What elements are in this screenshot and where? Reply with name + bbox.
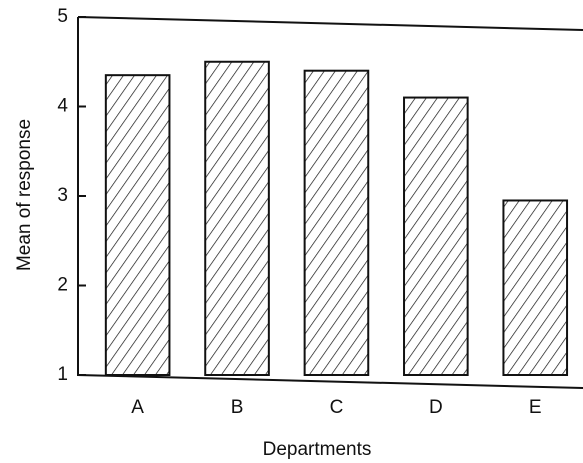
bar — [303, 69, 370, 376]
x-tick-label: E — [529, 397, 542, 418]
y-tick-label: 2 — [57, 275, 68, 296]
y-tick-label: 4 — [57, 96, 68, 117]
x-tick-label: C — [330, 397, 344, 418]
bar — [502, 199, 569, 376]
y-tick-label: 5 — [57, 6, 68, 27]
bar — [204, 60, 270, 376]
y-tick-label: 3 — [57, 185, 68, 206]
bar — [403, 96, 469, 377]
x-axis-label: Departments — [263, 439, 372, 460]
bar — [104, 74, 171, 377]
x-tick-label: B — [231, 397, 244, 418]
x-tick-label: A — [131, 397, 144, 418]
x-tick-label: D — [429, 397, 443, 418]
y-tick-label: 1 — [57, 364, 68, 385]
y-axis-label: Mean of response — [14, 119, 35, 271]
